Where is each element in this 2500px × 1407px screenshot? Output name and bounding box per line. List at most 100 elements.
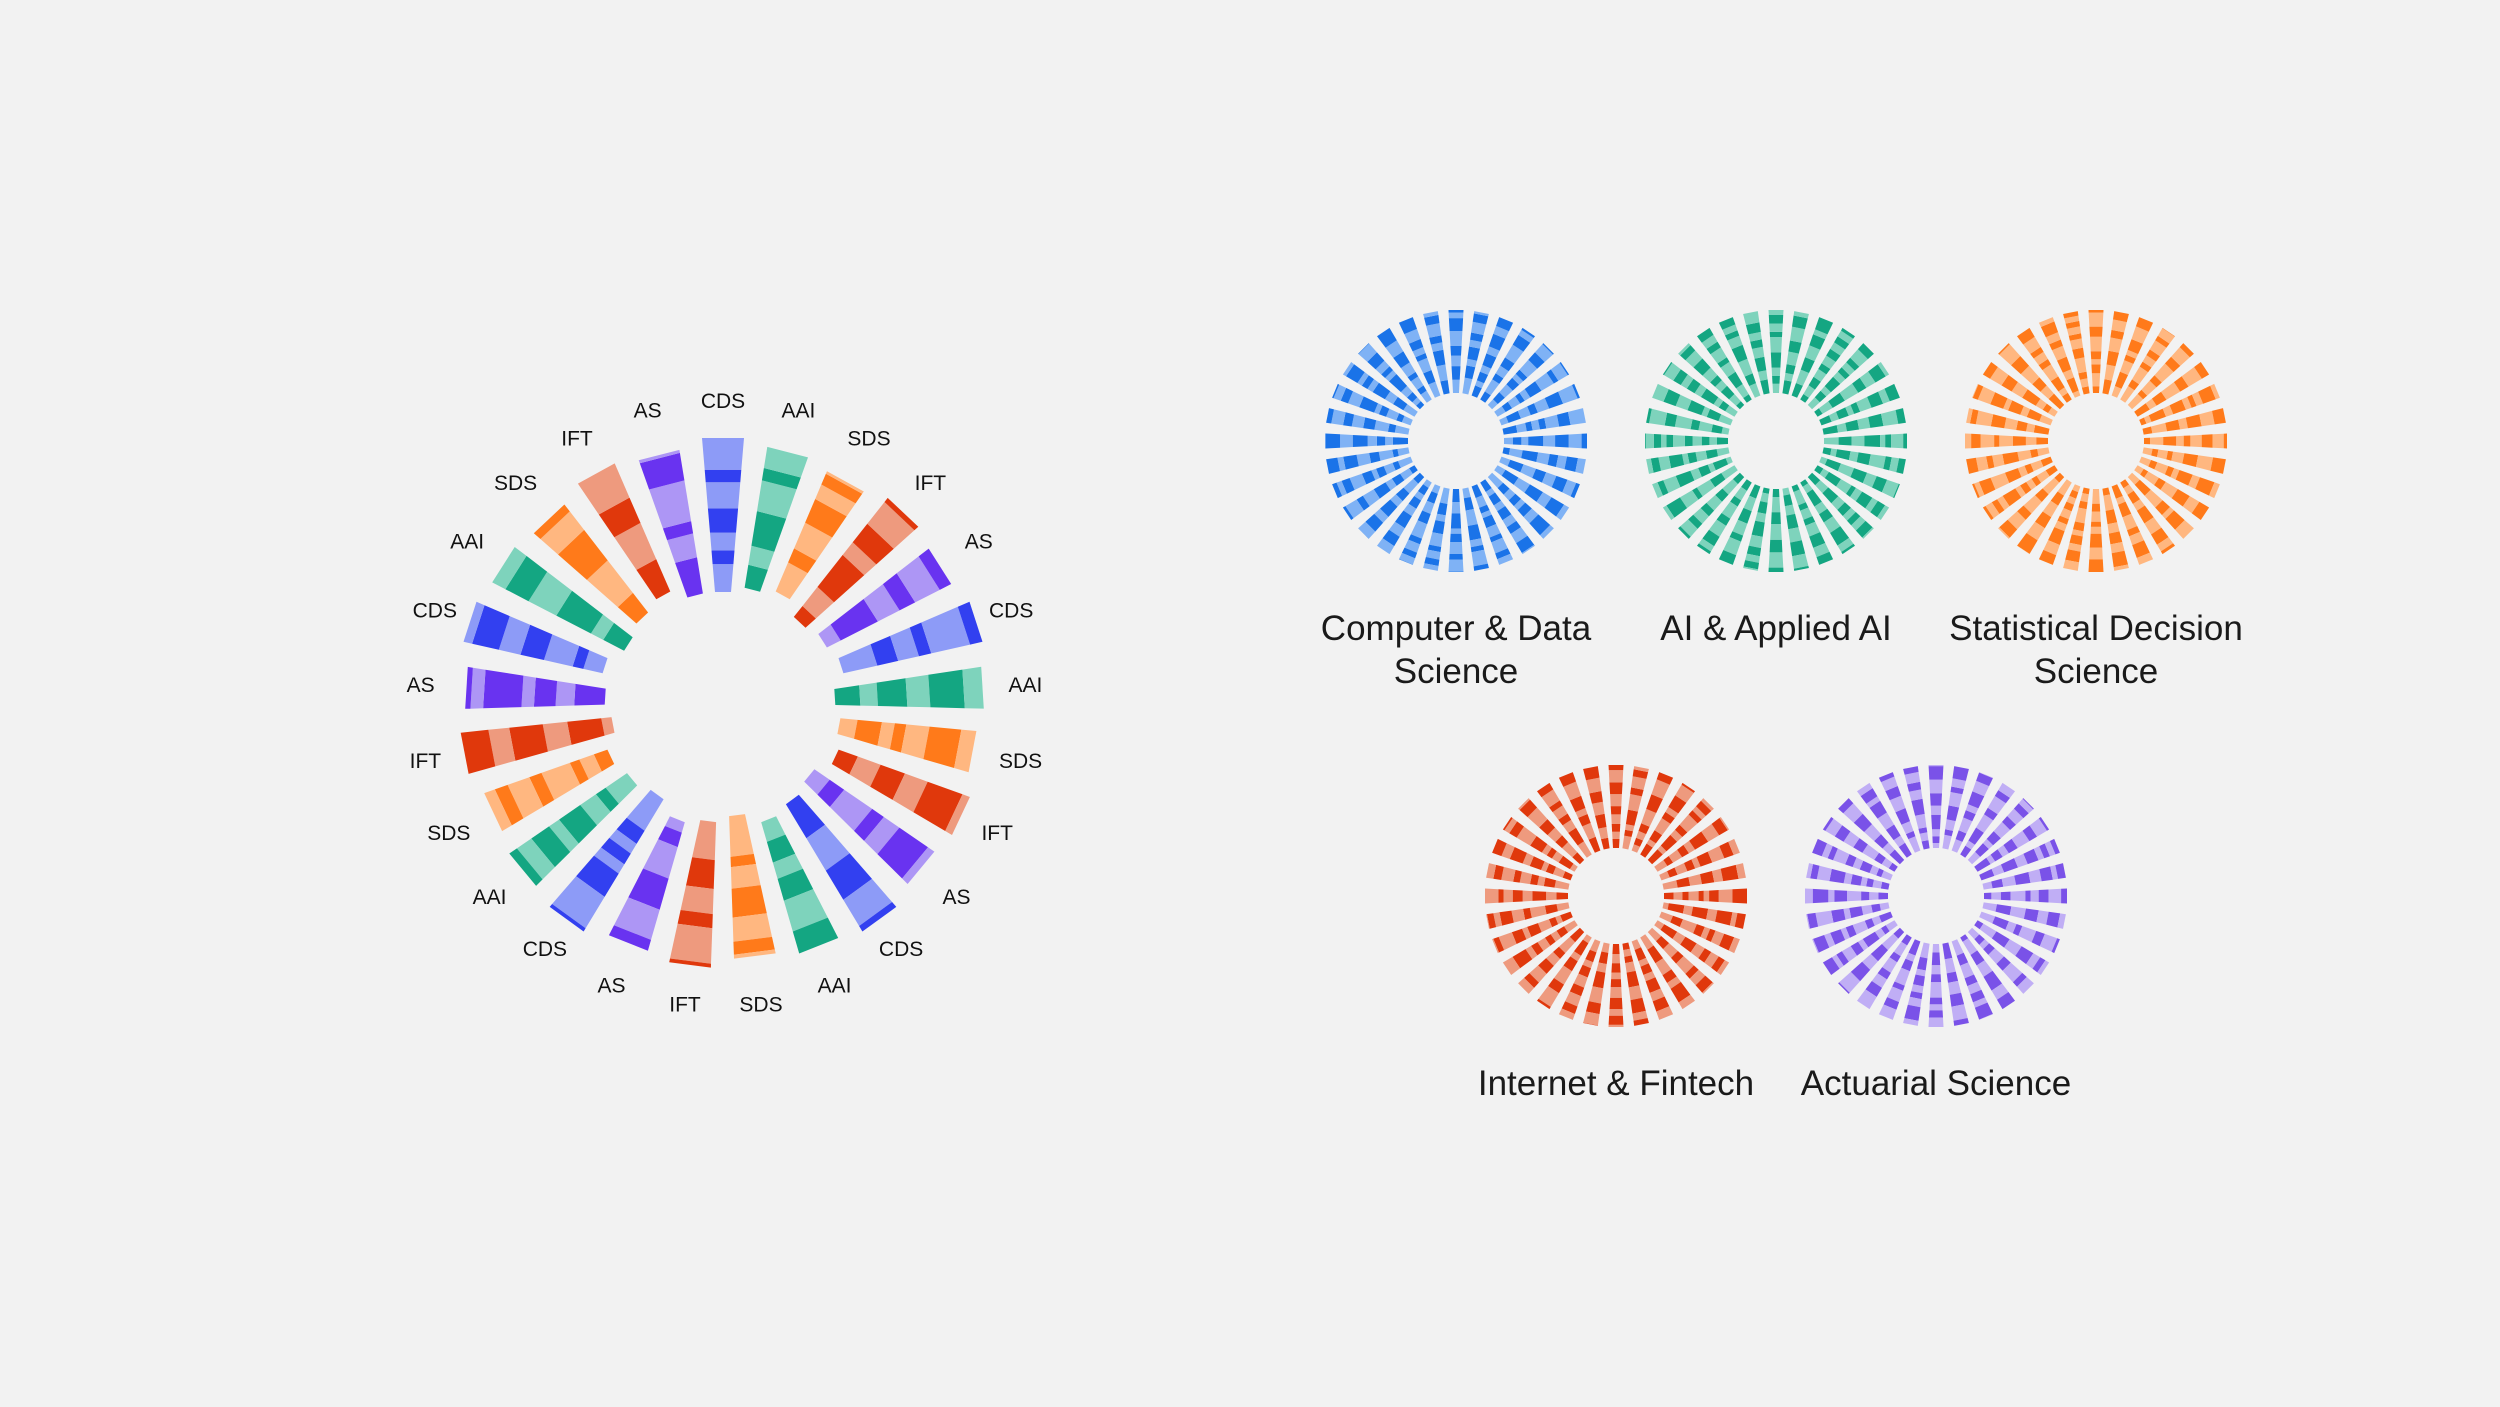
spoke-stripe	[1813, 935, 1830, 953]
spoke-stripe	[1645, 433, 1646, 449]
spoke-stripe	[1792, 315, 1808, 330]
spoke-stripe	[1589, 939, 1601, 953]
spoke-stripe	[1609, 782, 1623, 795]
spoke-stripe	[483, 669, 524, 709]
spoke-stripe	[1675, 784, 1694, 803]
spoke-stripe	[1793, 311, 1809, 319]
spoke-stripe	[1991, 983, 2009, 1000]
spoke-stripe	[2154, 363, 2174, 383]
mini-spoke	[1608, 765, 1624, 848]
spoke-stripe	[686, 857, 715, 889]
spoke-stripe	[838, 644, 878, 674]
spoke-stripe	[2026, 409, 2042, 422]
spoke-stripe	[2030, 346, 2044, 359]
spoke-stripe	[670, 923, 713, 964]
spoke-stripe	[1494, 406, 1506, 417]
spoke-stripe	[1538, 958, 1554, 974]
spoke-stripe	[1534, 398, 1550, 413]
spoke-stripe	[2040, 385, 2054, 399]
spoke-stripe	[1397, 447, 1410, 456]
spoke-stripe	[1389, 521, 1405, 537]
spoke-stripe	[1390, 494, 1403, 507]
spoke-stripe	[1846, 485, 1856, 497]
spoke-stripe	[2022, 825, 2038, 842]
spoke-label-ift: IFT	[981, 822, 1013, 845]
spoke-stripe	[1546, 952, 1560, 966]
spoke-stripe	[1332, 383, 1340, 399]
mini-spoke	[1448, 489, 1464, 572]
spoke-stripe	[2154, 477, 2166, 490]
spoke-stripe	[1340, 387, 1353, 404]
spoke-stripe	[1836, 407, 1849, 420]
spoke-stripe	[1655, 958, 1672, 976]
spoke-stripe	[1706, 495, 1722, 511]
spoke-stripe	[1386, 408, 1400, 421]
spoke-stripe	[558, 529, 608, 580]
spoke-stripe	[1729, 912, 1738, 927]
spoke-stripe	[1930, 793, 1942, 806]
spoke-stripe	[1662, 969, 1677, 983]
spoke-stripe	[1622, 835, 1632, 850]
spoke-stripe	[1572, 383, 1580, 399]
spoke-stripe	[859, 902, 897, 932]
spoke-stripe	[1693, 924, 1705, 937]
spoke-stripe	[1541, 844, 1552, 856]
spoke-stripe	[1810, 864, 1820, 880]
spoke-stripe	[1791, 383, 1803, 398]
spoke-stripe	[1481, 510, 1492, 519]
spoke-stripe	[1341, 478, 1355, 494]
spoke-stripe	[1551, 851, 1564, 863]
spoke-stripe	[1342, 362, 1355, 377]
spoke-stripe	[785, 794, 825, 839]
spoke-stripe	[889, 723, 907, 753]
spoke-stripe	[1628, 794, 1642, 812]
spoke-stripe	[2001, 875, 2017, 887]
spoke-stripe	[2169, 399, 2186, 415]
spoke-stripe	[1538, 418, 1547, 430]
spoke-stripe	[1889, 457, 1900, 473]
main-spoke-ift	[460, 717, 615, 774]
spoke-stripe	[859, 682, 878, 706]
mini-spoke	[1960, 782, 2015, 858]
spoke-stripe	[1824, 376, 1841, 393]
spoke-stripe	[957, 601, 983, 645]
spoke-stripe	[1720, 361, 1736, 378]
spoke-stripe	[1507, 459, 1524, 473]
spoke-stripe	[1690, 943, 1705, 959]
spoke-stripe	[2111, 319, 2127, 333]
spoke-stripe	[1506, 520, 1521, 534]
spoke-stripe	[1693, 508, 1709, 524]
mini-spoke	[1998, 472, 2065, 539]
spoke-label-cds: CDS	[879, 938, 923, 961]
mini-spoke	[1499, 383, 1580, 426]
main-wheel	[460, 438, 984, 968]
spoke-label-cds: CDS	[989, 599, 1033, 622]
spoke-stripe	[1498, 932, 1517, 951]
spoke-stripe	[1612, 944, 1620, 955]
spoke-stripe	[1967, 927, 1980, 940]
spoke-stripe	[1517, 406, 1531, 419]
spoke-stripe	[2066, 377, 2079, 394]
spoke-stripe	[1952, 766, 1969, 781]
spoke-stripe	[1664, 362, 1681, 381]
spoke-stripe	[1601, 837, 1610, 850]
spoke-stripe	[1685, 965, 1699, 979]
spoke-stripe	[533, 504, 570, 539]
spoke-stripe	[1748, 331, 1762, 342]
spoke-stripe	[2164, 466, 2175, 478]
spoke-stripe	[1570, 482, 1580, 499]
spoke-stripe	[1671, 951, 1684, 964]
mini-spoke	[1332, 456, 1413, 499]
spoke-stripe	[1716, 960, 1730, 975]
spoke-stripe	[1749, 484, 1761, 499]
spoke-stripe	[1546, 369, 1559, 384]
spoke-stripe	[1349, 473, 1367, 490]
spoke-stripe	[1994, 435, 2000, 447]
spoke-label-as: AS	[634, 400, 662, 423]
spoke-stripe	[1692, 806, 1706, 820]
main-spoke-cds	[463, 601, 608, 674]
spoke-stripe	[1345, 499, 1364, 519]
spoke-stripe	[1790, 326, 1805, 343]
spoke-stripe	[1946, 971, 1959, 983]
spoke-stripe	[1575, 808, 1588, 818]
